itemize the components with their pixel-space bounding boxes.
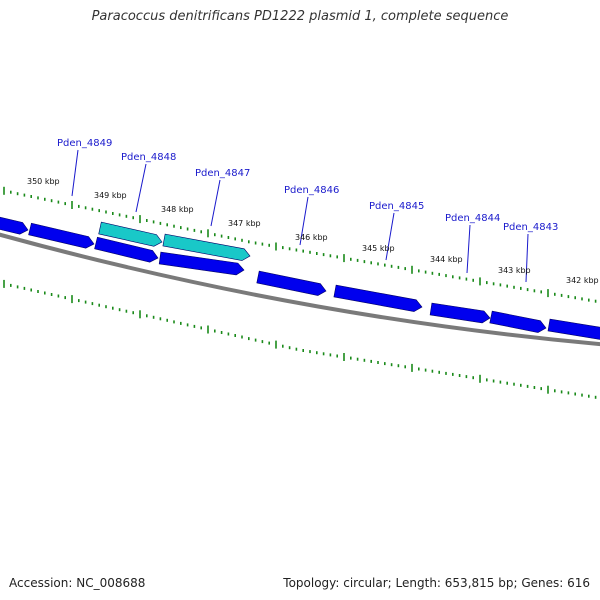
gene-label-pden-4846[interactable]: Pden_4846 [284,185,339,196]
kbp-label-350: 350 kbp [27,177,60,186]
gene-arrow-pden-4848-strand [94,236,159,263]
gene-label-pden-4843[interactable]: Pden_4843 [503,222,558,233]
gene-arrow-pden-4844 [429,302,491,324]
outer-tick-track [3,186,597,303]
label-leaders [71,149,529,283]
leader-line-4 [385,212,395,261]
map-title: Paracoccus denitrificans PD1222 plasmid … [91,9,509,24]
gene-arrow-pden-4849 [28,222,95,249]
leader-line-6 [525,233,529,283]
kbp-label-349: 349 kbp [94,191,127,200]
leader-line-3 [299,196,309,246]
leader-line-0 [71,149,79,197]
gene-arrow-pden-4845 [333,284,423,312]
kbp-label-342: 342 kbp [566,276,599,285]
gene-arrow-pden-4843 [489,310,547,333]
gene-label-pden-4848[interactable]: Pden_4848 [121,152,176,163]
gene-arrow-pden-4846 [256,270,327,296]
kbp-label-345: 345 kbp [362,244,395,253]
sequence-backbone [0,232,600,347]
gene-arrow-pden-4847-strand [158,251,245,276]
accession-text: Accession: NC_008688 [9,576,146,590]
gene-label-pden-4845[interactable]: Pden_4845 [369,201,424,212]
inner-tick-track [3,279,597,399]
kbp-label-346: 346 kbp [295,233,328,242]
leader-line-2 [210,179,221,227]
topology-summary: Topology: circular; Length: 653,815 bp; … [283,576,590,590]
kbp-label-348: 348 kbp [161,205,194,214]
gene-label-pden-4844[interactable]: Pden_4844 [445,213,500,224]
gene-label-pden-4849[interactable]: Pden_4849 [57,138,112,149]
leader-line-5 [466,224,471,274]
gene-arrow-a [0,216,29,235]
kbp-label-343: 343 kbp [498,266,531,275]
gene-arrow-pden-4848 [98,221,163,247]
gene-label-pden-4847[interactable]: Pden_4847 [195,168,250,179]
leader-line-1 [135,163,147,213]
kbp-label-344: 344 kbp [430,255,463,264]
gene-track [0,216,600,340]
gene-arrow-b [547,318,600,340]
gene-arrow-pden-4847 [162,233,251,261]
kbp-label-347: 347 kbp [228,219,261,228]
